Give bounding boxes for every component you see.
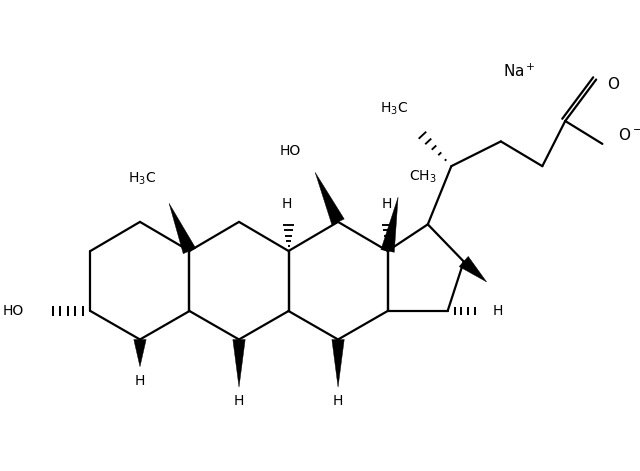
Polygon shape bbox=[332, 340, 344, 387]
Text: CH$_3$: CH$_3$ bbox=[409, 168, 437, 185]
Text: H: H bbox=[282, 197, 292, 211]
Polygon shape bbox=[169, 203, 196, 254]
Polygon shape bbox=[233, 340, 245, 387]
Text: H: H bbox=[135, 374, 145, 388]
Text: H$_3$C: H$_3$C bbox=[380, 100, 408, 117]
Polygon shape bbox=[459, 256, 486, 282]
Text: HO: HO bbox=[280, 144, 301, 158]
Text: H: H bbox=[234, 394, 244, 408]
Polygon shape bbox=[134, 340, 146, 367]
Text: HO: HO bbox=[3, 304, 24, 318]
Text: O: O bbox=[607, 77, 620, 92]
Polygon shape bbox=[381, 197, 398, 252]
Polygon shape bbox=[315, 172, 344, 225]
Text: H: H bbox=[381, 197, 392, 211]
Text: Na$^+$: Na$^+$ bbox=[503, 63, 536, 80]
Text: H: H bbox=[493, 304, 503, 318]
Text: H$_3$C: H$_3$C bbox=[128, 171, 156, 187]
Text: O$^-$: O$^-$ bbox=[618, 127, 640, 143]
Text: H: H bbox=[333, 394, 343, 408]
